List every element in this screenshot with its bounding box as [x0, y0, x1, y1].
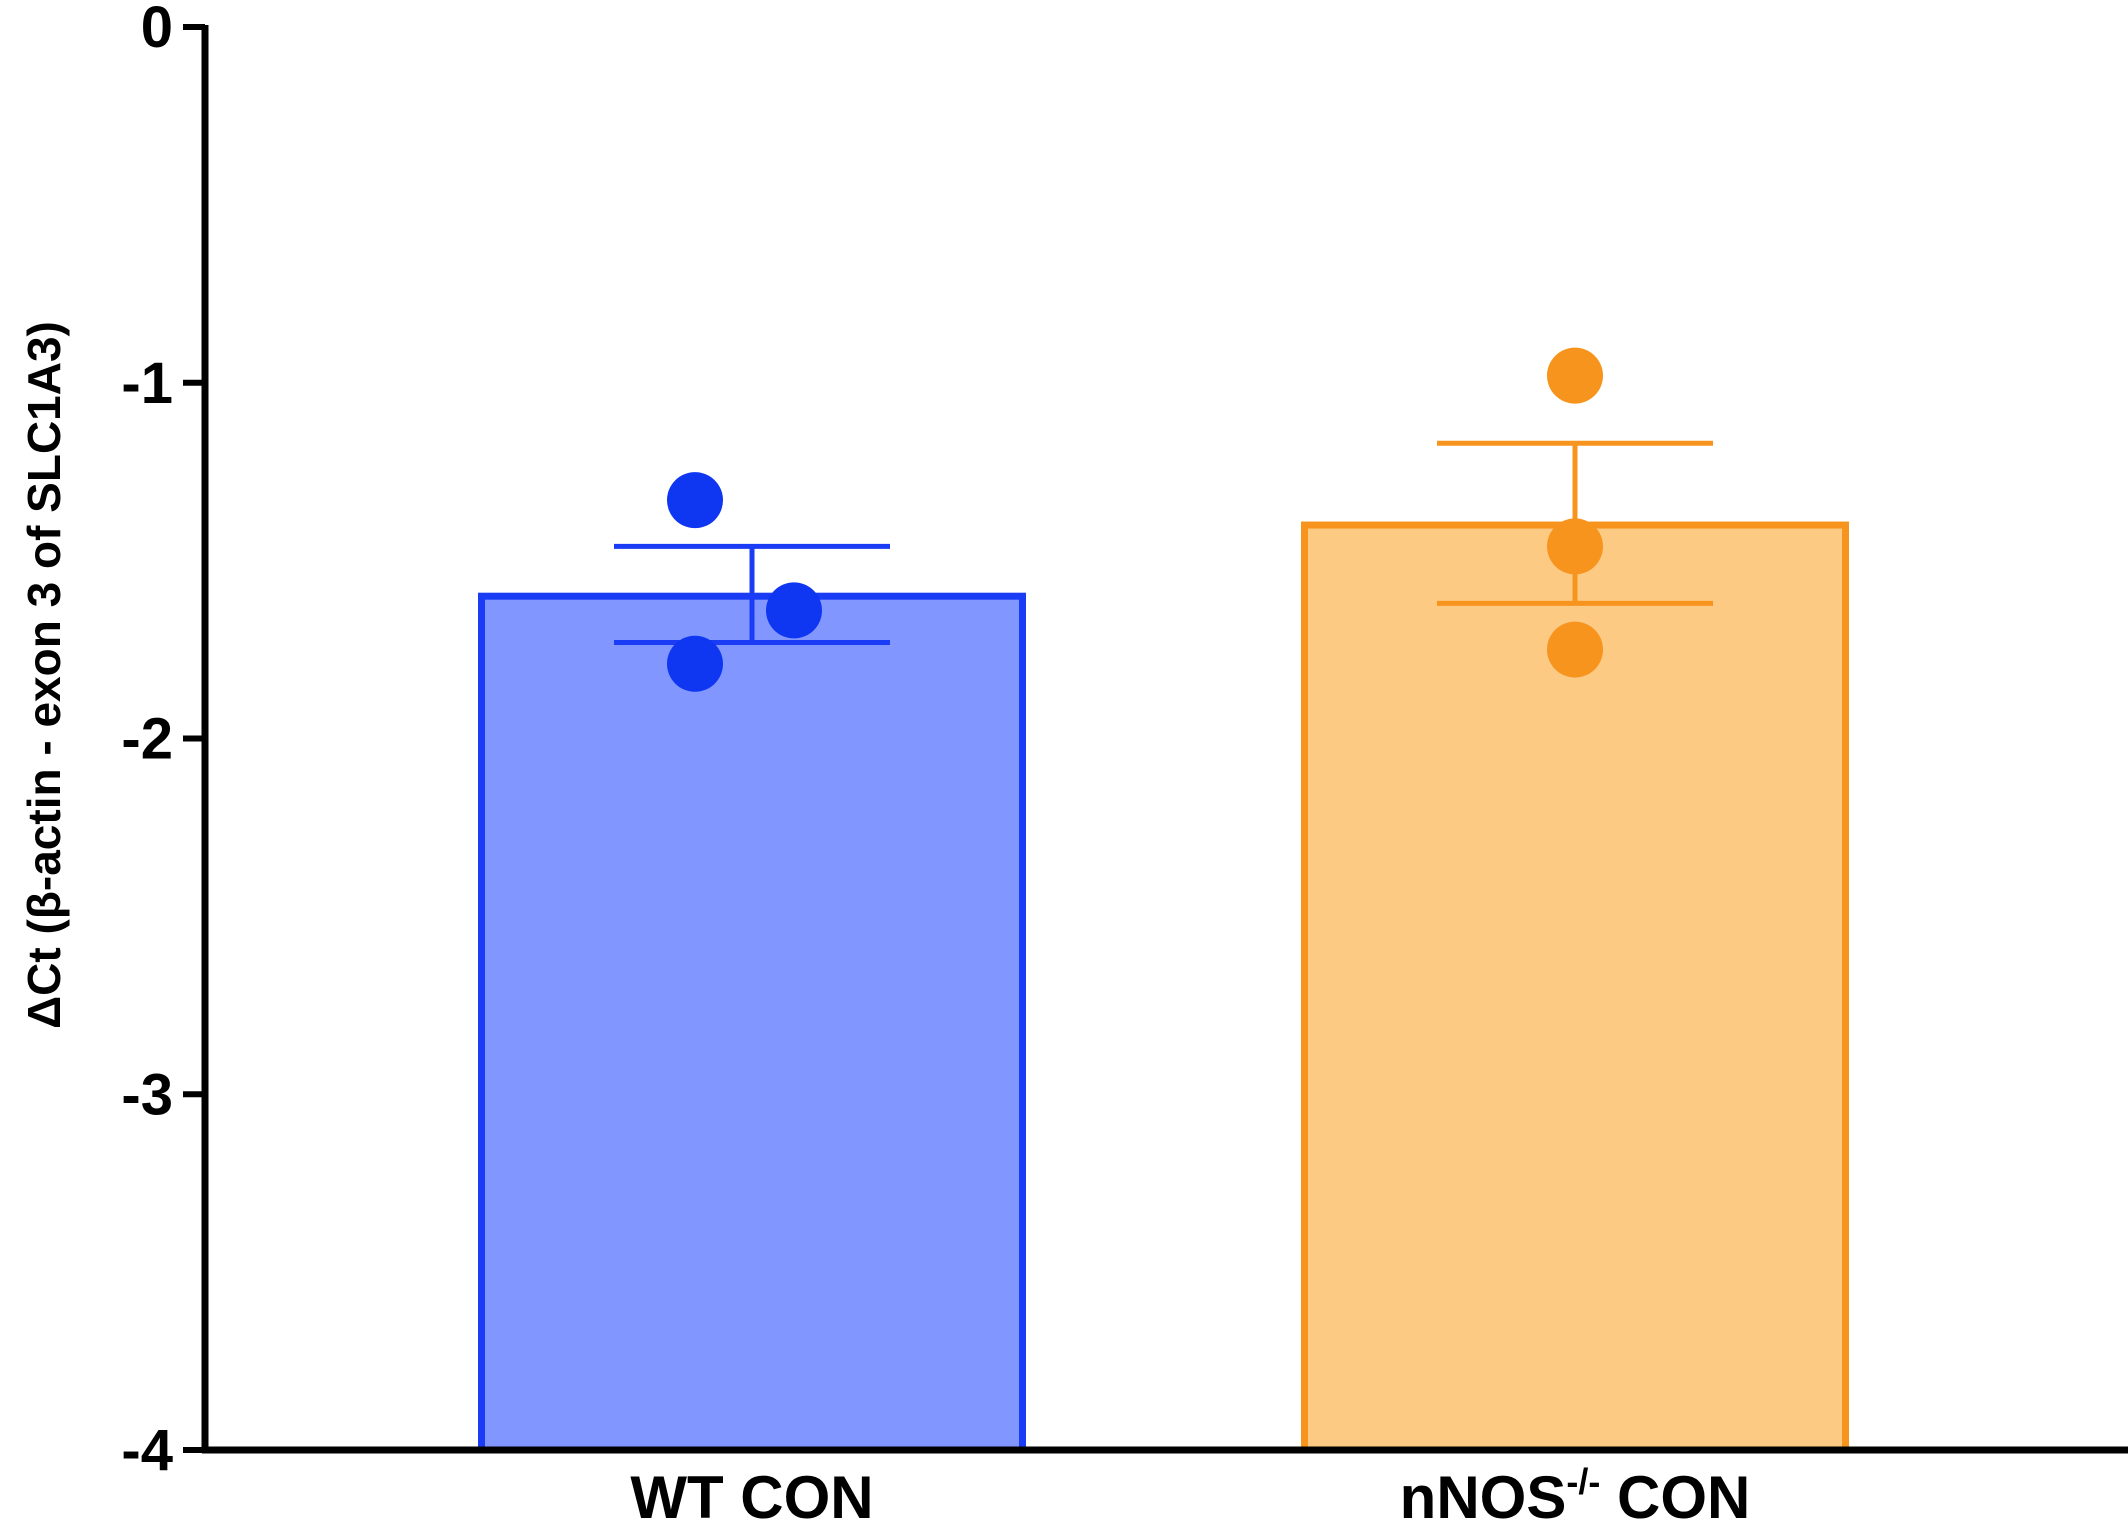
data-point-0-0: [667, 472, 723, 529]
error-bars-layer: [614, 440, 1713, 645]
y-tick-label-2: -2: [121, 707, 173, 772]
data-point-0-2: [667, 635, 723, 692]
bar-0: [478, 592, 1026, 1454]
data-points-layer: [667, 347, 1603, 692]
x-tick-label-0: WT CON: [630, 1464, 873, 1530]
data-point-1-1: [1547, 518, 1603, 575]
bar-1: [1301, 521, 1849, 1454]
y-tick-label-0: 0: [141, 0, 173, 60]
data-point-1-0: [1547, 347, 1603, 404]
data-point-1-2: [1547, 621, 1603, 678]
axes-layer: [183, 24, 2128, 1454]
y-tick-label-4: -4: [121, 1418, 173, 1483]
x-tick-label-1: nNOS-/- CON: [1400, 1461, 1751, 1530]
y-tick-label-3: -3: [121, 1062, 173, 1127]
bars-layer: [478, 521, 1849, 1454]
y-axis-title: ΔCt (β-actin - exon 3 of SLC1A3): [18, 321, 70, 1029]
labels-layer: WT CON nNOS-/- CON 0 -1 -2 -3 -4: [121, 0, 1750, 1530]
data-point-0-1: [766, 582, 822, 639]
y-tick-label-1: -1: [121, 351, 173, 416]
